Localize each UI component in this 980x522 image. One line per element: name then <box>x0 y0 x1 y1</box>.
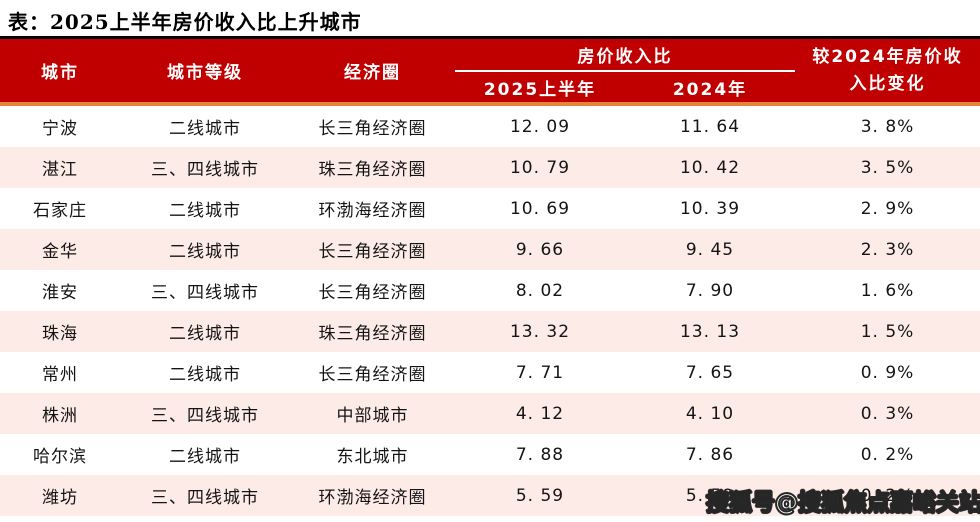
cell-circle: 环渤海经济圈 <box>318 488 427 508</box>
table-row: 株洲 三、四线城市 中部城市 4. 12 4. 10 0. 3% <box>0 393 980 434</box>
cell-change: 0. 2% <box>860 444 915 465</box>
cell-2024: 7. 86 <box>685 444 735 465</box>
cell-2025h1: 9. 66 <box>515 239 565 260</box>
cell-2024: 5. 58 <box>685 485 735 506</box>
cell-tier: 三、四线城市 <box>151 488 259 508</box>
cell-circle: 珠三角经济圈 <box>318 160 427 180</box>
header-tier: 城市等级 <box>120 37 290 106</box>
cell-city: 金华 <box>42 242 78 262</box>
cell-city: 湛江 <box>42 160 78 180</box>
cell-2025h1: 5. 59 <box>515 485 565 506</box>
table-row: 金华 二线城市 长三角经济圈 9. 66 9. 45 2. 3% <box>0 229 980 270</box>
cell-tier: 二线城市 <box>169 201 241 221</box>
cell-2024: 4. 10 <box>685 403 735 424</box>
cell-2024: 10. 39 <box>679 198 741 219</box>
cell-tier: 二线城市 <box>169 242 241 262</box>
cell-circle: 长三角经济圈 <box>318 283 427 303</box>
cell-tier: 二线城市 <box>169 119 241 139</box>
header-ratio-group: 房价收入比 <box>455 37 795 72</box>
cell-circle: 环渤海经济圈 <box>318 201 427 221</box>
header-city: 城市 <box>0 37 120 106</box>
cell-change: 3. 5% <box>860 157 915 178</box>
housing-ratio-table: 城市 城市等级 经济圈 房价收入比 较2024年房价收入比变化 2025上半年 … <box>0 36 980 516</box>
cell-city: 石家庄 <box>33 201 87 221</box>
cell-2025h1: 7. 88 <box>515 444 565 465</box>
cell-change: 0. 3% <box>860 403 915 424</box>
table-row: 湛江 三、四线城市 珠三角经济圈 10. 79 10. 42 3. 5% <box>0 147 980 188</box>
watermark: 搜狐号@搜狐焦点嘉峪关站 <box>705 489 980 516</box>
cell-2024: 7. 65 <box>685 362 735 383</box>
cell-2024: 10. 42 <box>679 157 741 178</box>
cell-change: 0. 2% <box>860 485 915 506</box>
cell-2024: 7. 90 <box>685 280 735 301</box>
table-row: 常州 二线城市 长三角经济圈 7. 71 7. 65 0. 9% <box>0 352 980 393</box>
cell-2025h1: 10. 79 <box>509 157 571 178</box>
cell-circle: 长三角经济圈 <box>318 119 427 139</box>
cell-circle: 东北城市 <box>336 447 409 467</box>
cell-circle: 珠三角经济圈 <box>318 324 427 344</box>
header-change: 较2024年房价收入比变化 <box>795 37 980 106</box>
cell-city: 株洲 <box>42 406 78 426</box>
cell-tier: 三、四线城市 <box>151 406 259 426</box>
header-row-1: 城市 城市等级 经济圈 房价收入比 较2024年房价收入比变化 <box>0 37 980 106</box>
cell-change: 2. 3% <box>860 239 915 260</box>
cell-circle: 中部城市 <box>336 406 409 426</box>
table-row: 淮安 三、四线城市 长三角经济圈 8. 02 7. 90 1. 6% <box>0 270 980 311</box>
page-title: 表：2025上半年房价收入比上升城市 <box>8 10 362 34</box>
cell-city: 潍坊 <box>42 488 78 508</box>
header-2025h1: 2025上半年 <box>455 71 625 106</box>
table-row: 石家庄 二线城市 环渤海经济圈 10. 69 10. 39 2. 9% <box>0 188 980 229</box>
header-2024: 2024年 <box>625 71 795 106</box>
cell-city: 珠海 <box>42 324 78 344</box>
cell-tier: 二线城市 <box>169 447 241 467</box>
cell-change: 1. 5% <box>860 321 915 342</box>
table-body: 宁波 二线城市 长三角经济圈 12. 09 11. 64 3. 8% 湛江 三、… <box>0 104 980 516</box>
header-change-label: 较2024年房价收入比变化 <box>812 47 963 94</box>
cell-tier: 三、四线城市 <box>151 160 259 180</box>
table-row: 宁波 二线城市 长三角经济圈 12. 09 11. 64 3. 8% <box>0 104 980 147</box>
cell-2024: 11. 64 <box>679 116 741 137</box>
cell-change: 0. 9% <box>860 362 915 383</box>
table-row: 潍坊 三、四线城市 环渤海经济圈 5. 59 5. 58 0. 2% <box>0 475 980 516</box>
cell-tier: 三、四线城市 <box>151 283 259 303</box>
cell-tier: 二线城市 <box>169 365 241 385</box>
cell-change: 2. 9% <box>860 198 915 219</box>
cell-change: 1. 6% <box>860 280 915 301</box>
cell-change: 3. 8% <box>860 116 915 137</box>
header-row-2: 2025上半年 2024年 <box>0 71 980 106</box>
cell-2024: 13. 13 <box>679 321 741 342</box>
cell-circle: 长三角经济圈 <box>318 242 427 262</box>
cell-city: 哈尔滨 <box>33 447 87 467</box>
table-header: 城市 城市等级 经济圈 房价收入比 较2024年房价收入比变化 2025上半年 … <box>0 37 980 106</box>
cell-2025h1: 12. 09 <box>509 116 571 137</box>
cell-circle: 长三角经济圈 <box>318 365 427 385</box>
cell-2025h1: 4. 12 <box>515 403 565 424</box>
cell-2025h1: 13. 32 <box>509 321 571 342</box>
cell-tier: 二线城市 <box>169 324 241 344</box>
cell-2024: 9. 45 <box>685 239 735 260</box>
header-circle: 经济圈 <box>290 37 455 106</box>
table-row: 哈尔滨 二线城市 东北城市 7. 88 7. 86 0. 2% <box>0 434 980 475</box>
table-row: 珠海 二线城市 珠三角经济圈 13. 32 13. 13 1. 5% <box>0 311 980 352</box>
cell-2025h1: 10. 69 <box>509 198 571 219</box>
cell-city: 常州 <box>42 365 78 385</box>
cell-2025h1: 8. 02 <box>515 280 565 301</box>
cell-2025h1: 7. 71 <box>515 362 565 383</box>
cell-city: 宁波 <box>42 119 78 139</box>
cell-city: 淮安 <box>42 283 78 303</box>
